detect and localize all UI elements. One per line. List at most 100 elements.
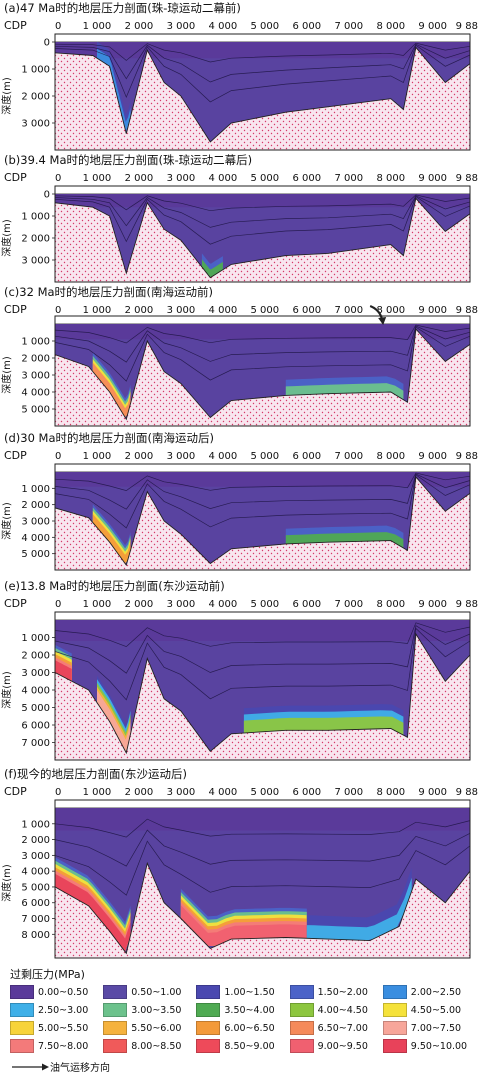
- legend-grid: 0.00~0.50 0.50~1.00 1.00~1.50 1.50~2.00 2.00…: [10, 985, 472, 1053]
- horizon-line: [54, 473, 471, 510]
- legend-label: 6.50~7.00: [317, 1022, 368, 1034]
- panel-title: (c)32 Ma时的地层压力剖面(南海运动前): [4, 285, 213, 299]
- x-tick-label: 1 000: [83, 173, 112, 184]
- x-tick-label: 8 000: [376, 173, 405, 184]
- legend-swatch: [382, 1021, 407, 1035]
- panel-title: (e)13.8 Ma时的地层压力剖面(东沙运动前): [4, 579, 225, 593]
- y-tick-label: 7 000: [21, 914, 50, 925]
- y-axis-label: 深度(m): [0, 864, 13, 902]
- x-tick-label: 0: [55, 21, 61, 32]
- legend-swatch: [196, 1039, 221, 1053]
- x-axis-label: CDP: [4, 785, 27, 798]
- panel-title: (a)47 Ma时的地层压力剖面(珠-琼运动二幕前): [4, 1, 241, 15]
- legend-item: 1.50~2.00: [289, 985, 379, 999]
- x-tick-label: 4 000: [209, 305, 238, 316]
- legend-item: 3.00~3.50: [103, 1003, 192, 1017]
- legend-label: 7.50~8.00: [38, 1040, 89, 1052]
- y-axis-label: 深度(m): [0, 671, 13, 709]
- x-tick-label: 5 000: [251, 305, 280, 316]
- water-layer: [54, 315, 471, 325]
- x-axis-label: CDP: [4, 171, 27, 184]
- y-tick-label: 3 000: [21, 119, 50, 130]
- y-tick-label: 2 000: [21, 835, 50, 846]
- x-tick-label: 5 000: [251, 173, 280, 184]
- legend-label: 9.00~9.50: [317, 1040, 368, 1052]
- y-tick-label: 7 000: [21, 738, 50, 749]
- y-tick-label: 3 000: [21, 256, 50, 267]
- legend-swatch: [103, 1021, 128, 1035]
- high-pressure-zone: [285, 532, 404, 548]
- legend-item: 4.50~5.00: [382, 1003, 472, 1017]
- plot-frame: [54, 611, 471, 761]
- y-tick-label: 0: [44, 190, 50, 201]
- legend-label: 8.50~9.00: [224, 1040, 275, 1052]
- y-axis-label: 深度(m): [0, 219, 13, 257]
- water-layer: [54, 611, 471, 621]
- legend-label: 4.50~5.00: [410, 1004, 462, 1016]
- x-tick-label: 1 000: [83, 305, 112, 316]
- x-tick-label: 1 000: [83, 451, 112, 462]
- pressure-profile-figure: (a)47 Ma时的地层压力剖面(珠-琼运动二幕前) CDP 0 1 000 2 000…: [0, 1, 478, 959]
- x-tick-label: 8 000: [376, 451, 405, 462]
- y-tick-label: 3 000: [21, 517, 50, 528]
- plot-frame: [54, 33, 471, 151]
- x-tick-label: 2 000: [125, 173, 154, 184]
- plot-frame: [54, 463, 471, 571]
- legend-item: 3.50~4.00: [196, 1003, 285, 1017]
- migration-arrow-head: [378, 317, 387, 325]
- profile-panel: (c)32 Ma时的地层压力剖面(南海运动前) CDP 0 1 000 2 000 3 0…: [0, 285, 478, 427]
- legend-label: 0.50~1.00: [131, 986, 182, 998]
- y-tick-label: 2 000: [21, 500, 50, 511]
- legend-item: 7.50~8.00: [10, 1039, 99, 1053]
- panel-title: (b)39.4 Ma时的地层压力剖面(珠-琼运动二幕后): [4, 153, 252, 167]
- high-pressure-zone: [97, 48, 131, 132]
- legend-item: 9.00~9.50: [289, 1039, 379, 1053]
- horizon-line: [54, 627, 471, 701]
- x-tick-label: 1 000: [83, 599, 112, 610]
- y-tick-label: 4 000: [21, 867, 50, 878]
- x-tick-label: 9 000: [418, 599, 447, 610]
- high-pressure-zone: [92, 362, 131, 418]
- high-pressure-zone: [97, 690, 131, 752]
- y-tick-label: 2 000: [21, 234, 50, 245]
- legend-label: 5.50~6.00: [131, 1022, 182, 1034]
- y-tick-label: 6 000: [21, 721, 50, 732]
- horizon-line: [54, 840, 471, 896]
- y-tick-label: 1 000: [21, 819, 50, 830]
- basement-area: [54, 861, 471, 959]
- horizon-line: [54, 622, 471, 648]
- panel-title: (f)现今的地层压力剖面(东沙运动后): [4, 767, 187, 781]
- pressure-legend: 过剩压力(MPa) 0.00~0.50 0.50~1.00 1.00~1.50 1.5…: [10, 966, 472, 1074]
- water-layer: [54, 185, 471, 195]
- x-tick-label: 4 000: [209, 173, 238, 184]
- x-tick-label: 3 000: [167, 599, 196, 610]
- x-tick-label: 0: [55, 173, 61, 184]
- high-pressure-zone: [180, 905, 307, 947]
- plot-frame: [54, 185, 471, 283]
- x-tick-label: 8 000: [376, 599, 405, 610]
- legend-item: 6.50~7.00: [289, 1021, 379, 1035]
- x-tick-label: 8 000: [376, 21, 405, 32]
- x-tick-label: 9 000: [418, 173, 447, 184]
- y-axis-label: 深度(m): [0, 77, 13, 115]
- legend-label: 0.00~0.50: [38, 986, 89, 998]
- basement-area: [54, 475, 471, 571]
- x-tick-label: 9 000: [418, 21, 447, 32]
- x-tick-label: 9 888: [456, 305, 478, 316]
- legend-item: 8.50~9.00: [196, 1039, 285, 1053]
- x-tick-label: 5 000: [251, 451, 280, 462]
- legend-item: 2.00~2.50: [382, 985, 472, 999]
- horizon-line: [54, 43, 471, 83]
- horizon-line: [54, 829, 471, 867]
- legend-title: 过剩压力(MPa): [10, 968, 85, 981]
- legend-item: 9.50~10.00: [382, 1039, 472, 1053]
- basement-area: [54, 328, 471, 427]
- x-tick-label: 6 000: [293, 787, 322, 798]
- legend-swatch: [289, 1003, 314, 1017]
- panel-title: (d)30 Ma时的地层压力剖面(南海运动后): [4, 431, 214, 445]
- y-axis-label: 深度(m): [0, 356, 13, 394]
- legend-item: 1.00~1.50: [196, 985, 285, 999]
- x-axis-label: CDP: [4, 19, 27, 32]
- legend-label: 8.00~8.50: [131, 1040, 182, 1052]
- x-tick-label: 9 888: [456, 451, 478, 462]
